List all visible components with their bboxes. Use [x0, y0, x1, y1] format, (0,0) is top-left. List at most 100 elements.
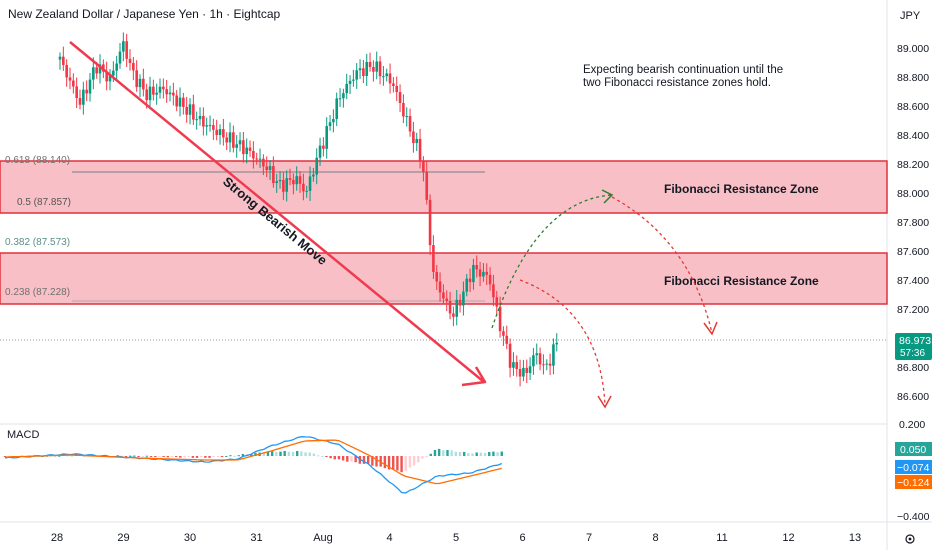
candle[interactable]: [322, 137, 325, 157]
candle[interactable]: [225, 132, 228, 151]
candle[interactable]: [358, 59, 362, 79]
candle[interactable]: [402, 94, 405, 123]
candle[interactable]: [342, 88, 345, 108]
candle[interactable]: [228, 122, 232, 153]
signal-line[interactable]: [4, 439, 502, 485]
candle[interactable]: [232, 125, 235, 153]
candle[interactable]: [195, 111, 198, 130]
candle[interactable]: [425, 161, 429, 205]
candle[interactable]: [222, 118, 225, 146]
candle[interactable]: [282, 171, 285, 200]
candle[interactable]: [555, 333, 559, 352]
candle[interactable]: [65, 59, 68, 87]
candle[interactable]: [292, 173, 295, 195]
candle[interactable]: [538, 347, 542, 371]
projection-up-path[interactable]: [491, 194, 613, 329]
candle[interactable]: [302, 173, 305, 201]
candle[interactable]: [548, 353, 552, 375]
projection-down-path-right[interactable]: [611, 196, 713, 334]
candle[interactable]: [412, 121, 415, 153]
candle[interactable]: [388, 63, 392, 94]
candle[interactable]: [142, 68, 145, 97]
projection-down-path-left[interactable]: [519, 279, 606, 406]
candle[interactable]: [72, 73, 75, 94]
candle[interactable]: [405, 107, 409, 127]
candle[interactable]: [318, 137, 322, 166]
candle[interactable]: [445, 290, 449, 312]
candle[interactable]: [262, 154, 265, 176]
candle[interactable]: [385, 68, 389, 82]
candle[interactable]: [212, 118, 215, 140]
candle[interactable]: [105, 61, 108, 91]
candle[interactable]: [58, 52, 62, 70]
candle[interactable]: [472, 258, 475, 290]
candle[interactable]: [278, 171, 282, 189]
candle[interactable]: [312, 167, 315, 182]
currency-label[interactable]: JPY: [900, 10, 921, 22]
candle[interactable]: [528, 357, 532, 381]
candle[interactable]: [522, 359, 525, 382]
candle[interactable]: [332, 109, 335, 133]
candle[interactable]: [238, 132, 242, 152]
candle[interactable]: [495, 290, 499, 316]
candle[interactable]: [348, 75, 352, 95]
candle[interactable]: [392, 77, 395, 93]
candle[interactable]: [518, 359, 522, 387]
candle[interactable]: [435, 265, 439, 291]
candle[interactable]: [252, 141, 255, 169]
candle[interactable]: [315, 148, 319, 185]
candle[interactable]: [208, 115, 212, 132]
candle[interactable]: [482, 263, 485, 282]
candle[interactable]: [165, 80, 168, 103]
candle[interactable]: [98, 54, 102, 84]
candle[interactable]: [395, 76, 399, 102]
candle[interactable]: [408, 108, 412, 137]
time-axis-ticks[interactable]: 28 29 30 31 Aug 4 5 6 7 8 11 12 13: [51, 532, 861, 544]
candle[interactable]: [432, 235, 435, 279]
macd-line[interactable]: [4, 436, 503, 494]
candle[interactable]: [132, 56, 135, 81]
candle[interactable]: [325, 117, 329, 159]
candle[interactable]: [492, 274, 495, 307]
candle[interactable]: [128, 49, 132, 71]
candle[interactable]: [185, 96, 188, 123]
candle[interactable]: [352, 69, 355, 87]
candle[interactable]: [172, 82, 175, 106]
candle[interactable]: [448, 291, 452, 320]
candle[interactable]: [378, 56, 382, 85]
candle[interactable]: [158, 78, 162, 99]
candle[interactable]: [552, 338, 555, 375]
candle[interactable]: [138, 74, 142, 98]
candle[interactable]: [298, 171, 302, 193]
candle[interactable]: [258, 148, 262, 169]
candle[interactable]: [272, 156, 275, 188]
candle[interactable]: [182, 92, 185, 115]
candle[interactable]: [468, 268, 472, 292]
candle[interactable]: [255, 152, 259, 165]
candle[interactable]: [148, 76, 152, 110]
candle[interactable]: [415, 132, 419, 152]
candle[interactable]: [438, 272, 442, 302]
candle[interactable]: [265, 156, 269, 178]
candle[interactable]: [202, 107, 205, 136]
candle[interactable]: [305, 185, 309, 198]
candle[interactable]: [418, 128, 422, 169]
chart-title[interactable]: New Zealand Dollar / Japanese Yen · 1h ·…: [8, 7, 281, 21]
candle[interactable]: [488, 267, 492, 291]
candle[interactable]: [78, 89, 82, 110]
candle[interactable]: [218, 124, 222, 145]
candle[interactable]: [372, 60, 375, 82]
candle[interactable]: [375, 51, 379, 80]
candle[interactable]: [532, 348, 535, 375]
candle[interactable]: [118, 43, 122, 69]
candle[interactable]: [285, 170, 289, 202]
candle[interactable]: [508, 338, 512, 378]
candle[interactable]: [512, 352, 515, 376]
candle[interactable]: [455, 290, 459, 326]
candle[interactable]: [268, 160, 272, 181]
candle[interactable]: [295, 166, 299, 191]
candle[interactable]: [152, 79, 155, 101]
candle[interactable]: [362, 59, 365, 84]
candle[interactable]: [368, 52, 372, 72]
